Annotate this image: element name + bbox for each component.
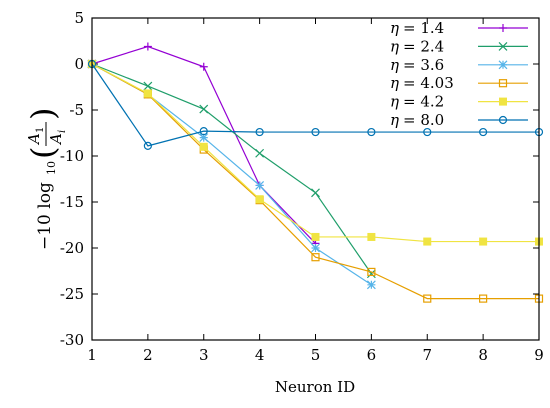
series-1 bbox=[87, 59, 376, 279]
legend-marker bbox=[498, 79, 508, 88]
legend-eta-symbol: η bbox=[390, 37, 399, 55]
x-tick-label: 2 bbox=[143, 346, 153, 364]
series-4 bbox=[88, 60, 543, 246]
legend-value: = 2.4 bbox=[403, 37, 444, 55]
series-point bbox=[311, 243, 320, 253]
legend-item: η = 4.2 bbox=[390, 93, 528, 111]
series-point bbox=[367, 232, 376, 241]
x-tick-label: 3 bbox=[199, 346, 209, 364]
legend-value: = 4.03 bbox=[403, 74, 454, 92]
y-axis-label-right-paren: ) bbox=[24, 108, 62, 120]
series-point bbox=[199, 133, 209, 143]
x-tick-label: 9 bbox=[534, 346, 544, 364]
legend-label: η = 2.4 bbox=[390, 37, 444, 55]
series-point bbox=[423, 127, 432, 137]
series-point bbox=[143, 42, 152, 51]
series-point bbox=[143, 89, 152, 98]
legend-item: η = 3.6 bbox=[390, 56, 528, 74]
series-line bbox=[91, 63, 372, 275]
legend-label: η = 1.4 bbox=[390, 19, 444, 37]
legend-item: η = 1.4 bbox=[390, 19, 528, 37]
y-axis-label-denominator-subscript: i bbox=[57, 130, 68, 133]
x-tick-label: 1 bbox=[87, 346, 97, 364]
y-tick-label: 5 bbox=[74, 9, 84, 27]
y-tick-label: -5 bbox=[69, 101, 84, 119]
series-point bbox=[143, 141, 152, 150]
y-axis-label-prefix: −10 log bbox=[35, 182, 55, 250]
y-axis-label-numerator: A bbox=[25, 133, 43, 146]
series-point bbox=[367, 267, 376, 277]
y-axis-label-denominator: A bbox=[47, 133, 65, 146]
series-point bbox=[479, 127, 488, 137]
legend-item: η = 4.03 bbox=[390, 74, 528, 92]
series-3 bbox=[87, 59, 544, 303]
series-point bbox=[255, 195, 264, 204]
series-point bbox=[255, 148, 265, 158]
series-point bbox=[199, 104, 209, 114]
legend-marker bbox=[499, 24, 507, 32]
x-tick-label: 4 bbox=[255, 346, 265, 364]
series-layer bbox=[87, 42, 544, 303]
ticks-layer: 1 2 3 4 5 6 7 8 9 5 0 -5 -10 -15 -20 -25 -30 bbox=[60, 9, 544, 364]
legend-label: η = 4.03 bbox=[390, 74, 454, 92]
y-axis-label-numerator-subscript: 1 bbox=[35, 127, 46, 133]
legend-value: = 4.2 bbox=[403, 93, 444, 111]
legend-label: η = 3.6 bbox=[390, 56, 444, 74]
legend-marker bbox=[499, 97, 507, 106]
y-tick-label: -10 bbox=[60, 147, 84, 165]
legend-eta-symbol: η bbox=[390, 74, 399, 92]
legend-eta-symbol: η bbox=[390, 93, 399, 111]
series-5 bbox=[87, 59, 544, 150]
legend-value: = 3.6 bbox=[403, 56, 444, 74]
y-tick-label: 0 bbox=[74, 55, 84, 73]
series-point bbox=[367, 127, 376, 137]
series-point bbox=[311, 188, 320, 198]
y-axis-label-left-paren: ( bbox=[24, 147, 62, 159]
legend-eta-symbol: η bbox=[390, 56, 399, 74]
series-point bbox=[199, 142, 208, 151]
series-point bbox=[199, 62, 208, 71]
x-tick-label: 7 bbox=[422, 346, 432, 364]
series-line bbox=[91, 63, 539, 147]
x-tick-label: 8 bbox=[478, 346, 488, 364]
series-point bbox=[143, 81, 153, 91]
x-tick-label: 6 bbox=[367, 346, 377, 364]
legend-value: = 8.0 bbox=[403, 111, 444, 129]
series-point bbox=[199, 127, 208, 136]
y-tick-label: -15 bbox=[60, 193, 84, 211]
y-axis-label-prefix-subscript: 10 bbox=[45, 161, 58, 175]
series-point bbox=[311, 253, 320, 262]
legend-marker bbox=[498, 41, 508, 51]
legend-label: η = 8.0 bbox=[390, 111, 444, 129]
legend-item: η = 2.4 bbox=[390, 37, 528, 55]
series-point bbox=[311, 232, 320, 241]
legend-label: η = 4.2 bbox=[390, 93, 444, 111]
series-point bbox=[423, 294, 432, 303]
series-point bbox=[366, 280, 376, 290]
y-tick-label: -20 bbox=[60, 239, 84, 257]
series-line bbox=[91, 63, 539, 300]
y-tick-label: -30 bbox=[60, 331, 84, 349]
series-point bbox=[311, 127, 320, 137]
legend: η = 1.4η = 2.4η = 3.6η = 4.03η = 4.2η = 8.0 bbox=[390, 19, 528, 129]
x-axis-label: Neuron ID bbox=[275, 378, 355, 396]
legend-item: η = 8.0 bbox=[390, 111, 528, 129]
x-tick-label: 5 bbox=[311, 346, 321, 364]
series-point bbox=[255, 127, 264, 137]
plot-frame bbox=[91, 17, 540, 341]
series-point bbox=[479, 294, 488, 303]
legend-marker bbox=[498, 60, 508, 70]
y-axis-label: −10 log 10 ( A 1 A i ) bbox=[24, 108, 68, 250]
legend-value: = 1.4 bbox=[403, 19, 444, 37]
legend-eta-symbol: η bbox=[390, 19, 399, 37]
series-point bbox=[423, 237, 432, 246]
y-tick-label: -25 bbox=[60, 285, 84, 303]
series-point bbox=[255, 181, 265, 190]
legend-marker bbox=[498, 115, 508, 125]
legend-eta-symbol: η bbox=[390, 111, 399, 129]
series-point bbox=[479, 237, 488, 246]
